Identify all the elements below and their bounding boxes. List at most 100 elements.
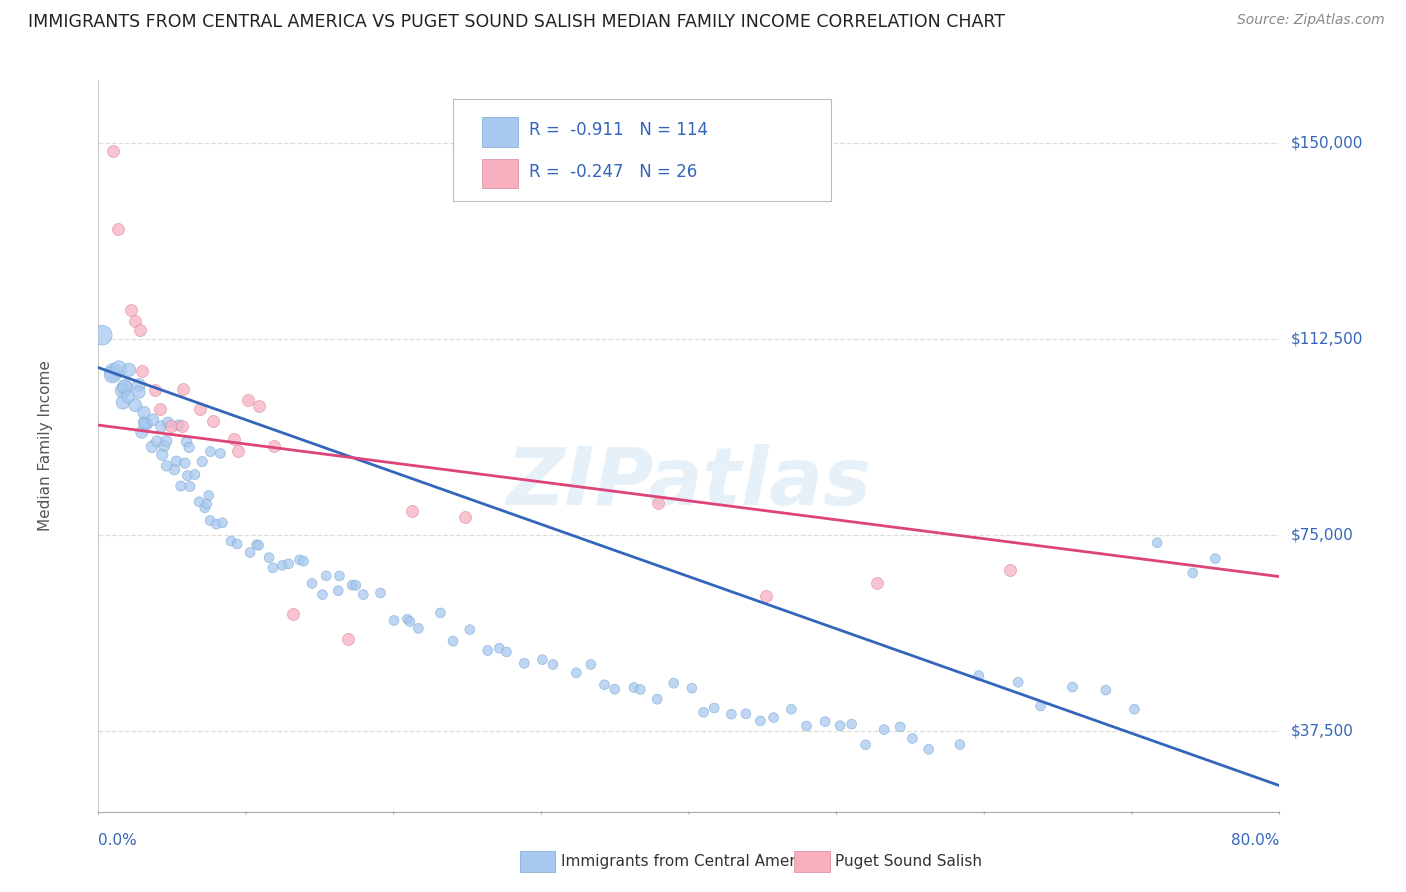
Point <box>593 678 616 692</box>
Point <box>167 418 190 433</box>
Point <box>855 738 877 752</box>
Point <box>720 707 742 722</box>
Point <box>762 711 785 725</box>
Point <box>246 538 269 552</box>
Point <box>118 363 141 377</box>
Point <box>149 402 172 417</box>
Point <box>301 576 323 591</box>
Point <box>828 718 851 732</box>
Point <box>198 514 221 528</box>
Point <box>146 434 169 449</box>
Point <box>107 222 129 236</box>
Point <box>328 569 350 583</box>
Text: ZIPatlas: ZIPatlas <box>506 443 872 522</box>
Point <box>184 467 207 482</box>
Point <box>949 738 972 752</box>
Point <box>114 379 136 393</box>
Point <box>901 731 924 746</box>
Point <box>209 446 232 460</box>
Point <box>131 425 153 439</box>
Point <box>247 399 270 413</box>
Point <box>145 384 167 398</box>
Text: $112,500: $112,500 <box>1291 332 1362 346</box>
Point <box>142 412 165 426</box>
Point <box>408 621 430 635</box>
Point <box>111 395 134 409</box>
Point <box>735 706 758 721</box>
Text: 0.0%: 0.0% <box>98 832 138 847</box>
Point <box>681 681 703 696</box>
Point <box>429 606 451 620</box>
Point <box>647 496 669 510</box>
Point <box>201 414 224 428</box>
Point <box>131 364 153 378</box>
Text: Immigrants from Central America: Immigrants from Central America <box>561 855 818 869</box>
Point <box>311 588 333 602</box>
Point <box>337 632 360 647</box>
Point <box>101 144 124 158</box>
Text: Source: ZipAtlas.com: Source: ZipAtlas.com <box>1237 13 1385 28</box>
Point <box>124 398 146 412</box>
Point <box>226 537 249 551</box>
Point <box>454 510 477 524</box>
Point <box>197 488 219 502</box>
Point <box>541 657 564 672</box>
Point <box>156 458 179 473</box>
Point <box>565 665 588 680</box>
Point <box>579 657 602 672</box>
Point <box>165 454 187 468</box>
Point <box>628 682 651 697</box>
Point <box>889 720 911 734</box>
Point <box>703 701 725 715</box>
Point <box>1062 680 1084 694</box>
Point <box>382 614 405 628</box>
Point <box>226 443 249 458</box>
Point <box>219 533 242 548</box>
Text: R =  -0.247   N = 26: R = -0.247 N = 26 <box>530 162 697 181</box>
FancyBboxPatch shape <box>482 117 517 146</box>
FancyBboxPatch shape <box>482 159 517 188</box>
Point <box>1123 702 1146 716</box>
Point <box>114 381 136 395</box>
Point <box>645 692 668 706</box>
Point <box>841 717 863 731</box>
Point <box>195 497 218 511</box>
Point <box>1146 536 1168 550</box>
Point <box>998 563 1021 577</box>
Point <box>967 668 990 682</box>
Text: $75,000: $75,000 <box>1291 527 1354 542</box>
Point <box>1007 675 1029 690</box>
Point <box>179 441 201 455</box>
Point <box>513 657 536 671</box>
Point <box>1094 683 1116 698</box>
Point <box>247 538 270 552</box>
Point <box>128 323 150 337</box>
Point <box>796 719 818 733</box>
Point <box>134 416 156 430</box>
Point <box>163 462 186 476</box>
Point <box>344 578 367 592</box>
Point <box>399 615 422 629</box>
Point <box>117 390 139 404</box>
Point <box>1204 551 1226 566</box>
Point <box>205 517 228 532</box>
Point <box>172 382 194 396</box>
Point <box>623 681 645 695</box>
Point <box>749 714 772 728</box>
Point <box>866 576 889 591</box>
Point <box>755 589 778 603</box>
Point <box>918 742 941 756</box>
FancyBboxPatch shape <box>453 99 831 201</box>
Point <box>188 402 211 417</box>
Point <box>292 554 315 568</box>
Point <box>236 393 259 408</box>
Point <box>603 682 626 697</box>
Point <box>141 440 163 454</box>
Point <box>814 714 837 729</box>
Point <box>1029 698 1052 713</box>
Text: R =  -0.911   N = 114: R = -0.911 N = 114 <box>530 121 709 139</box>
Point <box>239 545 262 559</box>
Point <box>224 432 246 446</box>
Point <box>170 419 193 434</box>
Point <box>401 504 423 518</box>
